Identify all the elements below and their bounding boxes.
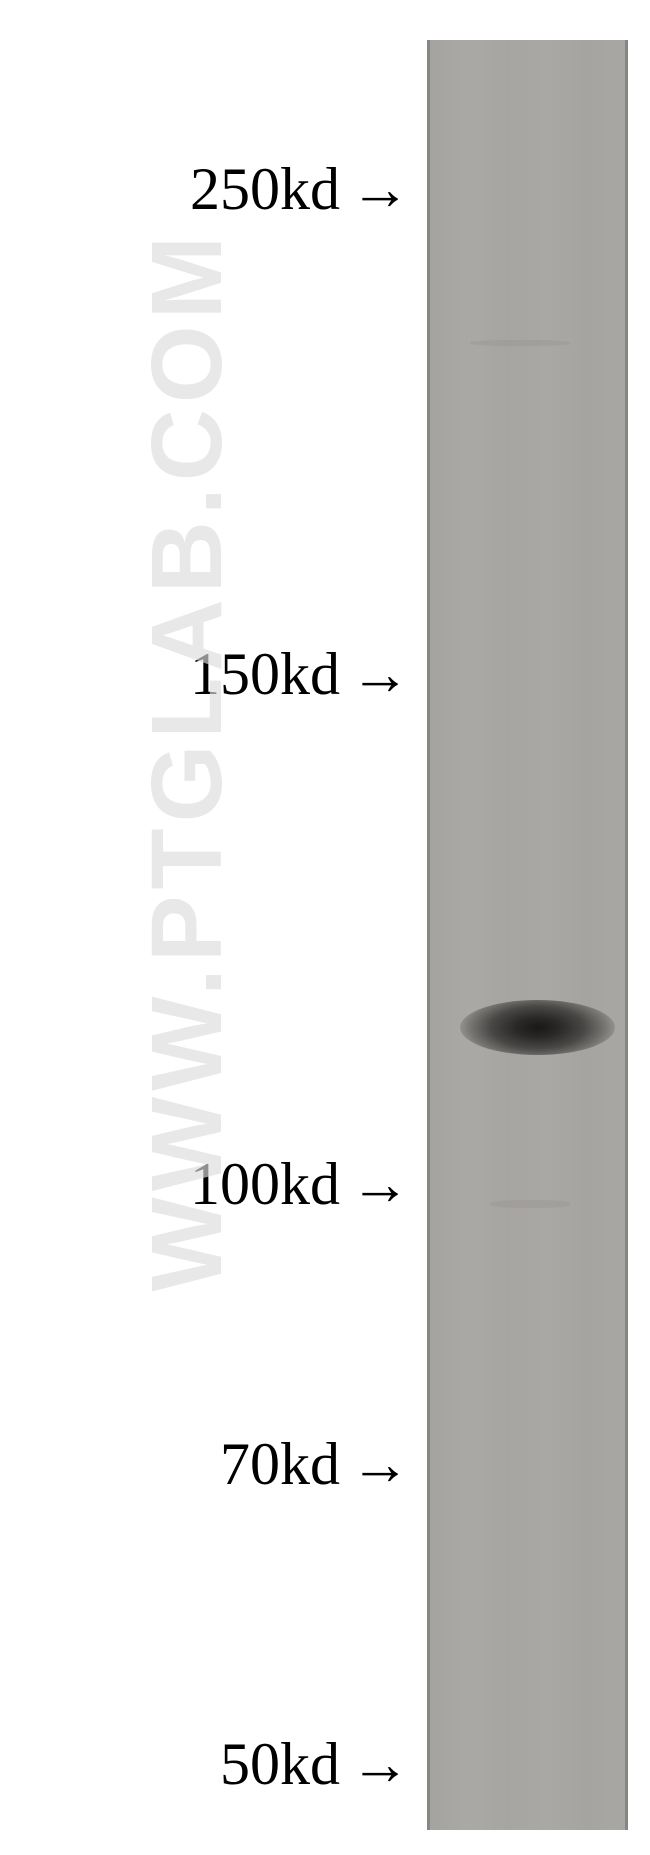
marker-arrow-icon: → <box>350 155 410 224</box>
marker-arrow-icon: → <box>350 1730 410 1799</box>
lane-edge <box>625 40 628 1830</box>
marker-label-100: 100kd <box>190 1150 340 1219</box>
marker-arrow-icon: → <box>350 640 410 709</box>
marker-label-70: 70kd <box>220 1430 340 1499</box>
marker-arrow-icon: → <box>350 1150 410 1219</box>
protein-band <box>460 1000 615 1055</box>
lane-background <box>430 40 625 1830</box>
blot-lane <box>430 40 625 1830</box>
marker-label-150: 150kd <box>190 640 340 709</box>
marker-arrow-icon: → <box>350 1430 410 1499</box>
watermark-text: WWW.PTGLAB.COM <box>130 230 245 1292</box>
marker-label-250: 250kd <box>190 155 340 224</box>
blot-figure: WWW.PTGLAB.COM 250kd → 150kd → 100kd → 7… <box>0 0 650 1855</box>
faint-artifact <box>490 1200 570 1208</box>
marker-label-50: 50kd <box>220 1730 340 1799</box>
faint-artifact <box>470 340 570 346</box>
